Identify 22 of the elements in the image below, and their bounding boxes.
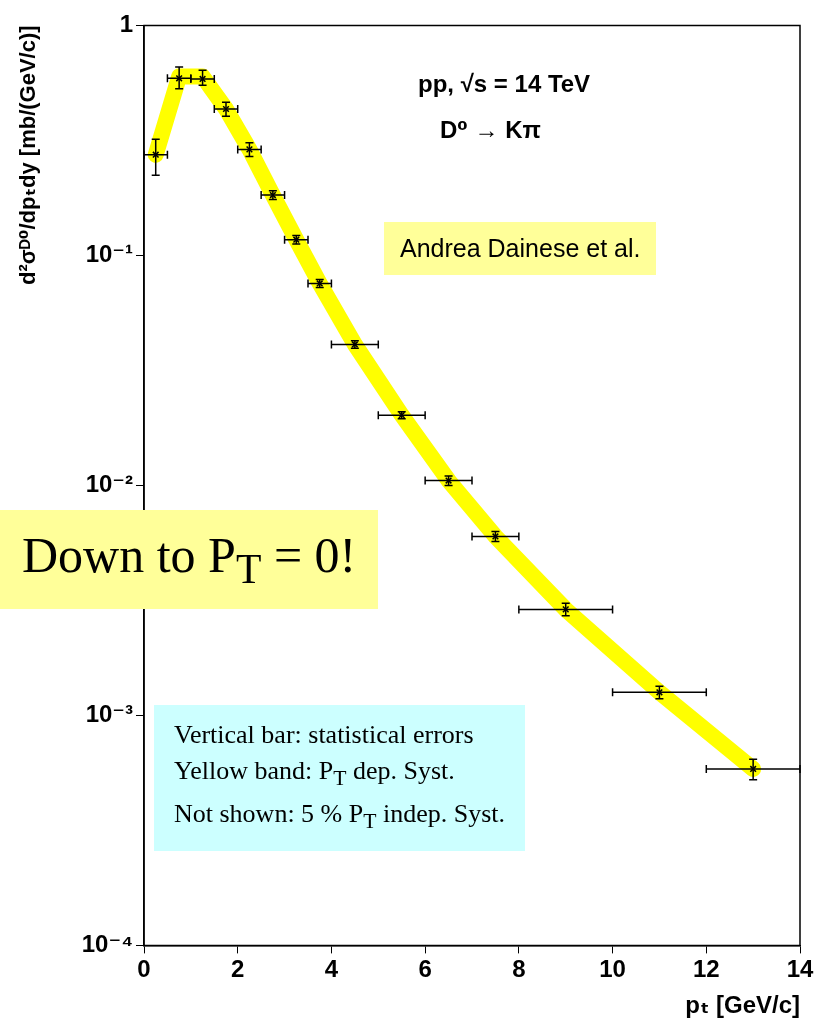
x-tick-label: 8 — [512, 955, 526, 983]
x-tick-label: 10 — [599, 955, 626, 983]
y-tick-label: 10⁻¹ — [85, 240, 133, 268]
x-tick-label: 12 — [692, 955, 720, 983]
x-tick-label: 14 — [786, 955, 814, 983]
annotation: Not shown: 5 % P$_{T}$ indep. Syst. — [174, 798, 506, 836]
annotation: Yellow band: P$_{T}$ dep. Syst. — [174, 755, 456, 793]
x-tick-label: 4 — [324, 955, 339, 983]
annotation: pp, √s = 14 TeV — [418, 70, 591, 98]
annotation: Vertical bar: statistical errors — [174, 719, 475, 751]
annotation: D⁰ → Kπ — [440, 116, 541, 144]
y-tick-label: 10⁻⁴ — [81, 930, 133, 958]
x-axis-title: pₜ [GeV/c] — [685, 991, 800, 1019]
x-tick-label: 6 — [418, 955, 432, 983]
annotation: Down to P$_{T}$ = 0! — [0, 510, 379, 609]
y-tick-label: 10⁻² — [85, 470, 133, 498]
y-tick-label: 1 — [119, 10, 133, 38]
annotation: Andrea Dainese et al. — [384, 222, 657, 275]
y-axis-title: d²σᴰ⁰/dpₜdy [mb/(GeV/c)] — [15, 25, 41, 285]
y-tick-label: 10⁻³ — [85, 700, 133, 728]
x-tick-label: 0 — [137, 955, 151, 983]
x-tick-label: 2 — [231, 955, 245, 983]
